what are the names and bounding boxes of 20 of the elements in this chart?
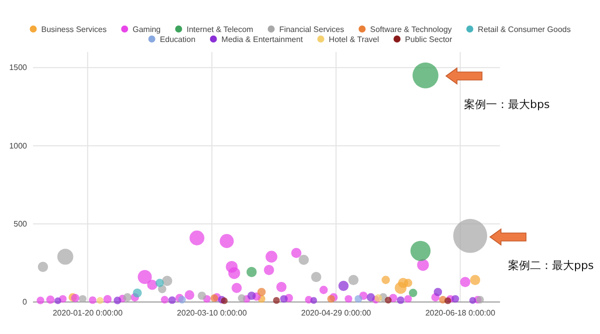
legend-label: Retail & Consumer Goods — [478, 25, 571, 34]
legend-label: Media & Entertainment — [221, 35, 304, 44]
legend-label: Business Services — [41, 25, 107, 34]
legend-label: Software & Technology — [370, 25, 452, 34]
legend-label: Gaming — [132, 25, 161, 34]
x-tick-label: 2020-03-10 0:00:00 — [176, 308, 248, 318]
y-tick-label: 0 — [22, 298, 28, 307]
legend-label: Public Sector — [405, 35, 453, 44]
legend-label: Financial Services — [279, 25, 344, 34]
x-tick-label: 2020-01-20 0:00:00 — [52, 308, 124, 318]
x-tick-label: 2020-06-18 0:00:00 — [425, 308, 496, 318]
x-tick-label: 2020-04-29 0:00:00 — [301, 308, 372, 318]
y-tick-label: 500 — [14, 219, 28, 228]
annotation: 案例一：最大bps — [464, 98, 550, 111]
text: 案例二：最大pps — [508, 259, 594, 272]
legend-label: Education — [160, 35, 196, 44]
y-tick-label: 1500 — [9, 63, 28, 72]
y-tick-label: 1000 — [9, 141, 28, 150]
legend-label: Hotel & Travel — [328, 35, 380, 44]
legend-label: Internet & Telecom — [186, 25, 254, 34]
